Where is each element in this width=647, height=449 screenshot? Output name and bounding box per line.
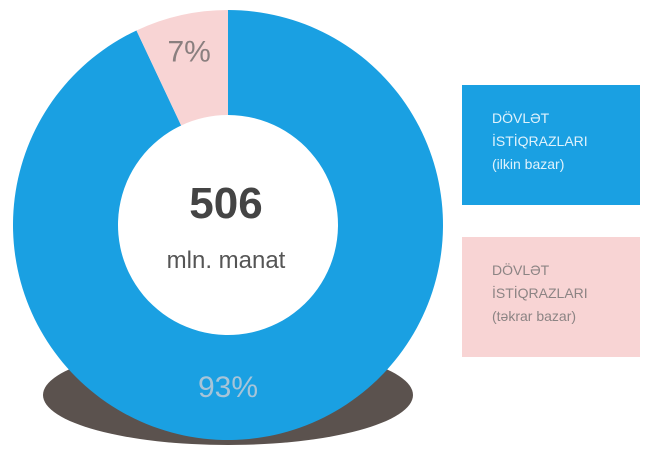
- center-label: mln. manat: [167, 247, 286, 274]
- center-value: 506: [189, 179, 262, 228]
- slice: [12, 10, 443, 440]
- legend-label: DÖVLƏT İSTİQRAZLARI (ilkin bazar): [492, 110, 588, 172]
- slice: [136, 10, 228, 126]
- legend-item: DÖVLƏT İSTİQRAZLARI (ilkin bazar): [462, 85, 640, 205]
- legend-label: DÖVLƏT İSTİQRAZLARI (təkrar bazar): [492, 262, 588, 324]
- slice-label: 93%: [198, 371, 258, 404]
- slices: [12, 10, 443, 440]
- slice-label: 7%: [167, 35, 210, 68]
- legend-item: DÖVLƏT İSTİQRAZLARI (təkrar bazar): [462, 237, 640, 357]
